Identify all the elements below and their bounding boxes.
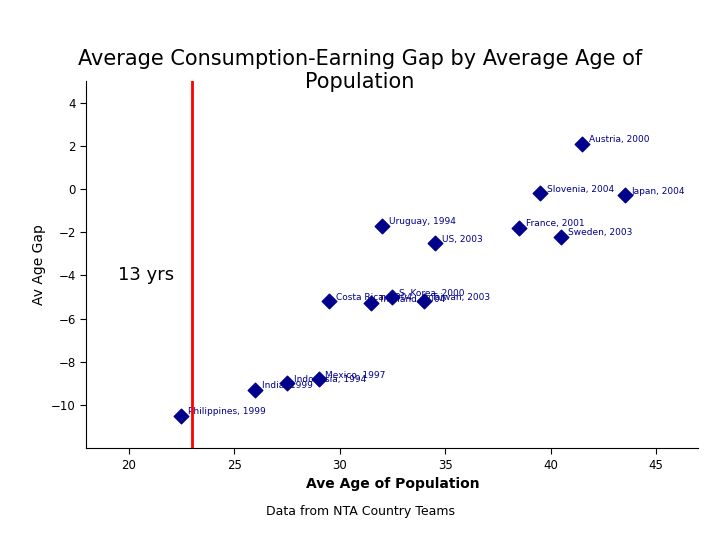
Point: [176, 411, 187, 420]
Text: Slovenia, 2004: Slovenia, 2004: [547, 185, 614, 194]
Point: [323, 297, 335, 306]
Text: Taiwan, 2003: Taiwan, 2003: [431, 293, 490, 302]
Point: [513, 224, 525, 232]
Point: [312, 375, 324, 383]
Point: [249, 386, 261, 394]
Text: Average Consumption-Earning Gap by Average Age of
Population: Average Consumption-Earning Gap by Avera…: [78, 49, 642, 92]
Text: S. Korea, 2000: S. Korea, 2000: [400, 288, 465, 298]
Text: Philippines, 1999: Philippines, 1999: [189, 407, 266, 416]
Text: 13 yrs: 13 yrs: [118, 266, 174, 285]
Text: Data from NTA Country Teams: Data from NTA Country Teams: [266, 505, 454, 518]
Point: [618, 191, 630, 200]
Text: Indonesia, 1994: Indonesia, 1994: [294, 375, 366, 384]
Text: Costa Rica, 2004: Costa Rica, 2004: [336, 293, 412, 302]
Point: [366, 299, 377, 308]
Text: US, 2003: US, 2003: [441, 234, 482, 244]
Text: Austria, 2000: Austria, 2000: [589, 135, 649, 144]
Text: Sweden, 2003: Sweden, 2003: [568, 228, 633, 237]
Point: [281, 379, 292, 388]
Point: [555, 232, 567, 241]
Point: [387, 293, 398, 301]
Y-axis label: Av Age Gap: Av Age Gap: [32, 224, 45, 305]
Text: India, 1999: India, 1999: [262, 381, 313, 390]
Point: [429, 239, 441, 247]
Text: Japan, 2004: Japan, 2004: [631, 187, 685, 196]
Text: Thailand, 2004: Thailand, 2004: [378, 295, 446, 304]
Point: [534, 189, 546, 198]
Text: France, 2001: France, 2001: [526, 219, 585, 228]
Point: [418, 297, 430, 306]
X-axis label: Ave Age of Population: Ave Age of Population: [305, 477, 480, 491]
Point: [376, 221, 387, 230]
Text: Uruguay, 1994: Uruguay, 1994: [389, 217, 456, 226]
Text: Mexico, 1997: Mexico, 1997: [325, 370, 386, 380]
Point: [577, 139, 588, 148]
